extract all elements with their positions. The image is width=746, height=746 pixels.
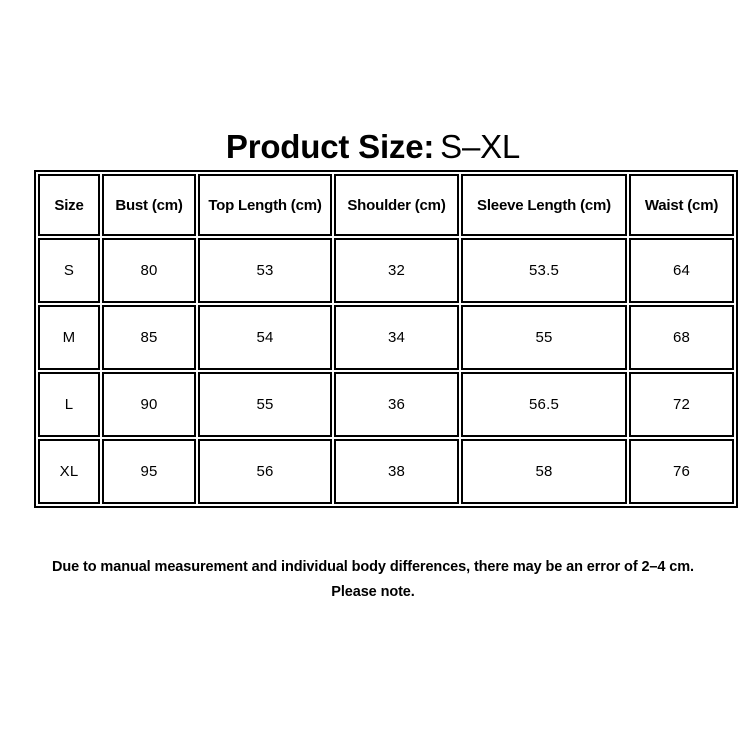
cell-sleeve-length: 55 bbox=[461, 305, 627, 370]
column-header-top-length: Top Length (cm) bbox=[198, 174, 332, 236]
cell-top-length: 54 bbox=[198, 305, 332, 370]
table-row: S 80 53 32 53.5 64 bbox=[38, 238, 734, 303]
column-header-shoulder: Shoulder (cm) bbox=[334, 174, 459, 236]
cell-shoulder: 34 bbox=[334, 305, 459, 370]
column-header-bust: Bust (cm) bbox=[102, 174, 196, 236]
cell-sleeve-length: 58 bbox=[461, 439, 627, 504]
cell-waist: 64 bbox=[629, 238, 734, 303]
cell-size: L bbox=[38, 372, 100, 437]
cell-size: XL bbox=[38, 439, 100, 504]
cell-waist: 76 bbox=[629, 439, 734, 504]
page-title: Product Size: S–XL bbox=[0, 126, 746, 168]
cell-top-length: 56 bbox=[198, 439, 332, 504]
column-header-sleeve-length: Sleeve Length (cm) bbox=[461, 174, 627, 236]
size-table-body: S 80 53 32 53.5 64 M 85 54 34 55 68 L bbox=[38, 238, 734, 504]
cell-shoulder: 32 bbox=[334, 238, 459, 303]
table-row: M 85 54 34 55 68 bbox=[38, 305, 734, 370]
column-header-size: Size bbox=[38, 174, 100, 236]
cell-sleeve-length: 56.5 bbox=[461, 372, 627, 437]
table-row: L 90 55 36 56.5 72 bbox=[38, 372, 734, 437]
cell-top-length: 55 bbox=[198, 372, 332, 437]
cell-shoulder: 38 bbox=[334, 439, 459, 504]
cell-size: S bbox=[38, 238, 100, 303]
cell-waist: 68 bbox=[629, 305, 734, 370]
cell-size: M bbox=[38, 305, 100, 370]
size-table-head: Size Bust (cm) Top Length (cm) Shoulder … bbox=[38, 174, 734, 236]
cell-sleeve-length: 53.5 bbox=[461, 238, 627, 303]
column-header-waist: Waist (cm) bbox=[629, 174, 734, 236]
cell-bust: 85 bbox=[102, 305, 196, 370]
table-header-row: Size Bust (cm) Top Length (cm) Shoulder … bbox=[38, 174, 734, 236]
measurement-disclaimer: Due to manual measurement and individual… bbox=[52, 558, 694, 600]
cell-waist: 72 bbox=[629, 372, 734, 437]
page-title-range: S–XL bbox=[440, 128, 521, 166]
page-title-main: Product Size: bbox=[225, 128, 435, 166]
cell-top-length: 53 bbox=[198, 238, 332, 303]
cell-bust: 90 bbox=[102, 372, 196, 437]
table-row: XL 95 56 38 58 76 bbox=[38, 439, 734, 504]
cell-bust: 80 bbox=[102, 238, 196, 303]
cell-bust: 95 bbox=[102, 439, 196, 504]
cell-shoulder: 36 bbox=[334, 372, 459, 437]
size-table: Size Bust (cm) Top Length (cm) Shoulder … bbox=[34, 170, 738, 508]
size-table-container: Size Bust (cm) Top Length (cm) Shoulder … bbox=[34, 170, 738, 508]
